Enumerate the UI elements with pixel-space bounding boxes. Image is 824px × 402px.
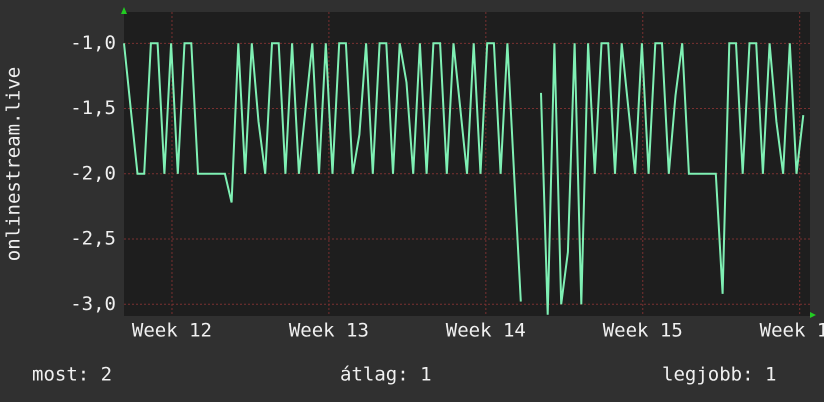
y-tick-label: -2,5: [70, 228, 116, 250]
axis-arrow: [810, 312, 816, 318]
footer-best: legjobb: 1: [662, 364, 776, 386]
y-axis-label: onlinestream.live: [3, 67, 25, 261]
y-tick-label: -1,0: [70, 32, 116, 54]
data-line: [123, 42, 805, 315]
footer-now: most: 2: [32, 364, 112, 386]
x-tick-label: Week 13: [289, 320, 369, 342]
x-tick-label: Week 16: [760, 320, 824, 342]
axis-arrow: [121, 7, 127, 14]
y-tick-label: -3,0: [70, 293, 116, 315]
x-tick-label: Week 15: [603, 320, 683, 342]
footer-average: átlag: 1: [340, 364, 432, 386]
x-tick-label: Week 12: [132, 320, 212, 342]
plot: [123, 12, 810, 316]
x-tick-label: Week 14: [446, 320, 526, 342]
y-tick-label: -2,0: [70, 162, 116, 184]
y-tick-label: -1,5: [70, 97, 116, 119]
